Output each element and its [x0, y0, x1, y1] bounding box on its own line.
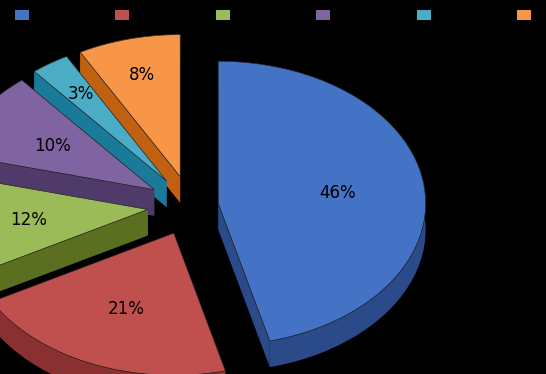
- Bar: [116, 10, 129, 19]
- Polygon shape: [0, 174, 148, 278]
- Text: 8%: 8%: [129, 66, 155, 84]
- Polygon shape: [174, 233, 225, 374]
- Polygon shape: [34, 56, 67, 98]
- Text: 10%: 10%: [34, 137, 71, 154]
- Polygon shape: [0, 174, 148, 236]
- Text: 3%: 3%: [68, 85, 94, 103]
- Polygon shape: [80, 35, 180, 79]
- Polygon shape: [218, 61, 426, 341]
- Polygon shape: [80, 52, 180, 203]
- Polygon shape: [0, 209, 148, 304]
- Polygon shape: [80, 35, 180, 177]
- Bar: [417, 10, 431, 19]
- Polygon shape: [0, 233, 225, 374]
- Polygon shape: [0, 233, 174, 328]
- Polygon shape: [34, 71, 167, 207]
- Polygon shape: [0, 301, 225, 374]
- Bar: [216, 10, 229, 19]
- Polygon shape: [218, 203, 270, 367]
- Polygon shape: [34, 56, 167, 181]
- Polygon shape: [0, 80, 22, 181]
- Text: 46%: 46%: [319, 184, 355, 202]
- Polygon shape: [67, 56, 167, 207]
- Polygon shape: [22, 80, 154, 216]
- Text: 12%: 12%: [10, 211, 47, 229]
- Bar: [15, 10, 29, 19]
- Text: 21%: 21%: [108, 300, 145, 318]
- Bar: [317, 10, 330, 19]
- Polygon shape: [0, 154, 154, 216]
- Polygon shape: [0, 80, 154, 190]
- Bar: [518, 10, 531, 19]
- Polygon shape: [218, 61, 426, 367]
